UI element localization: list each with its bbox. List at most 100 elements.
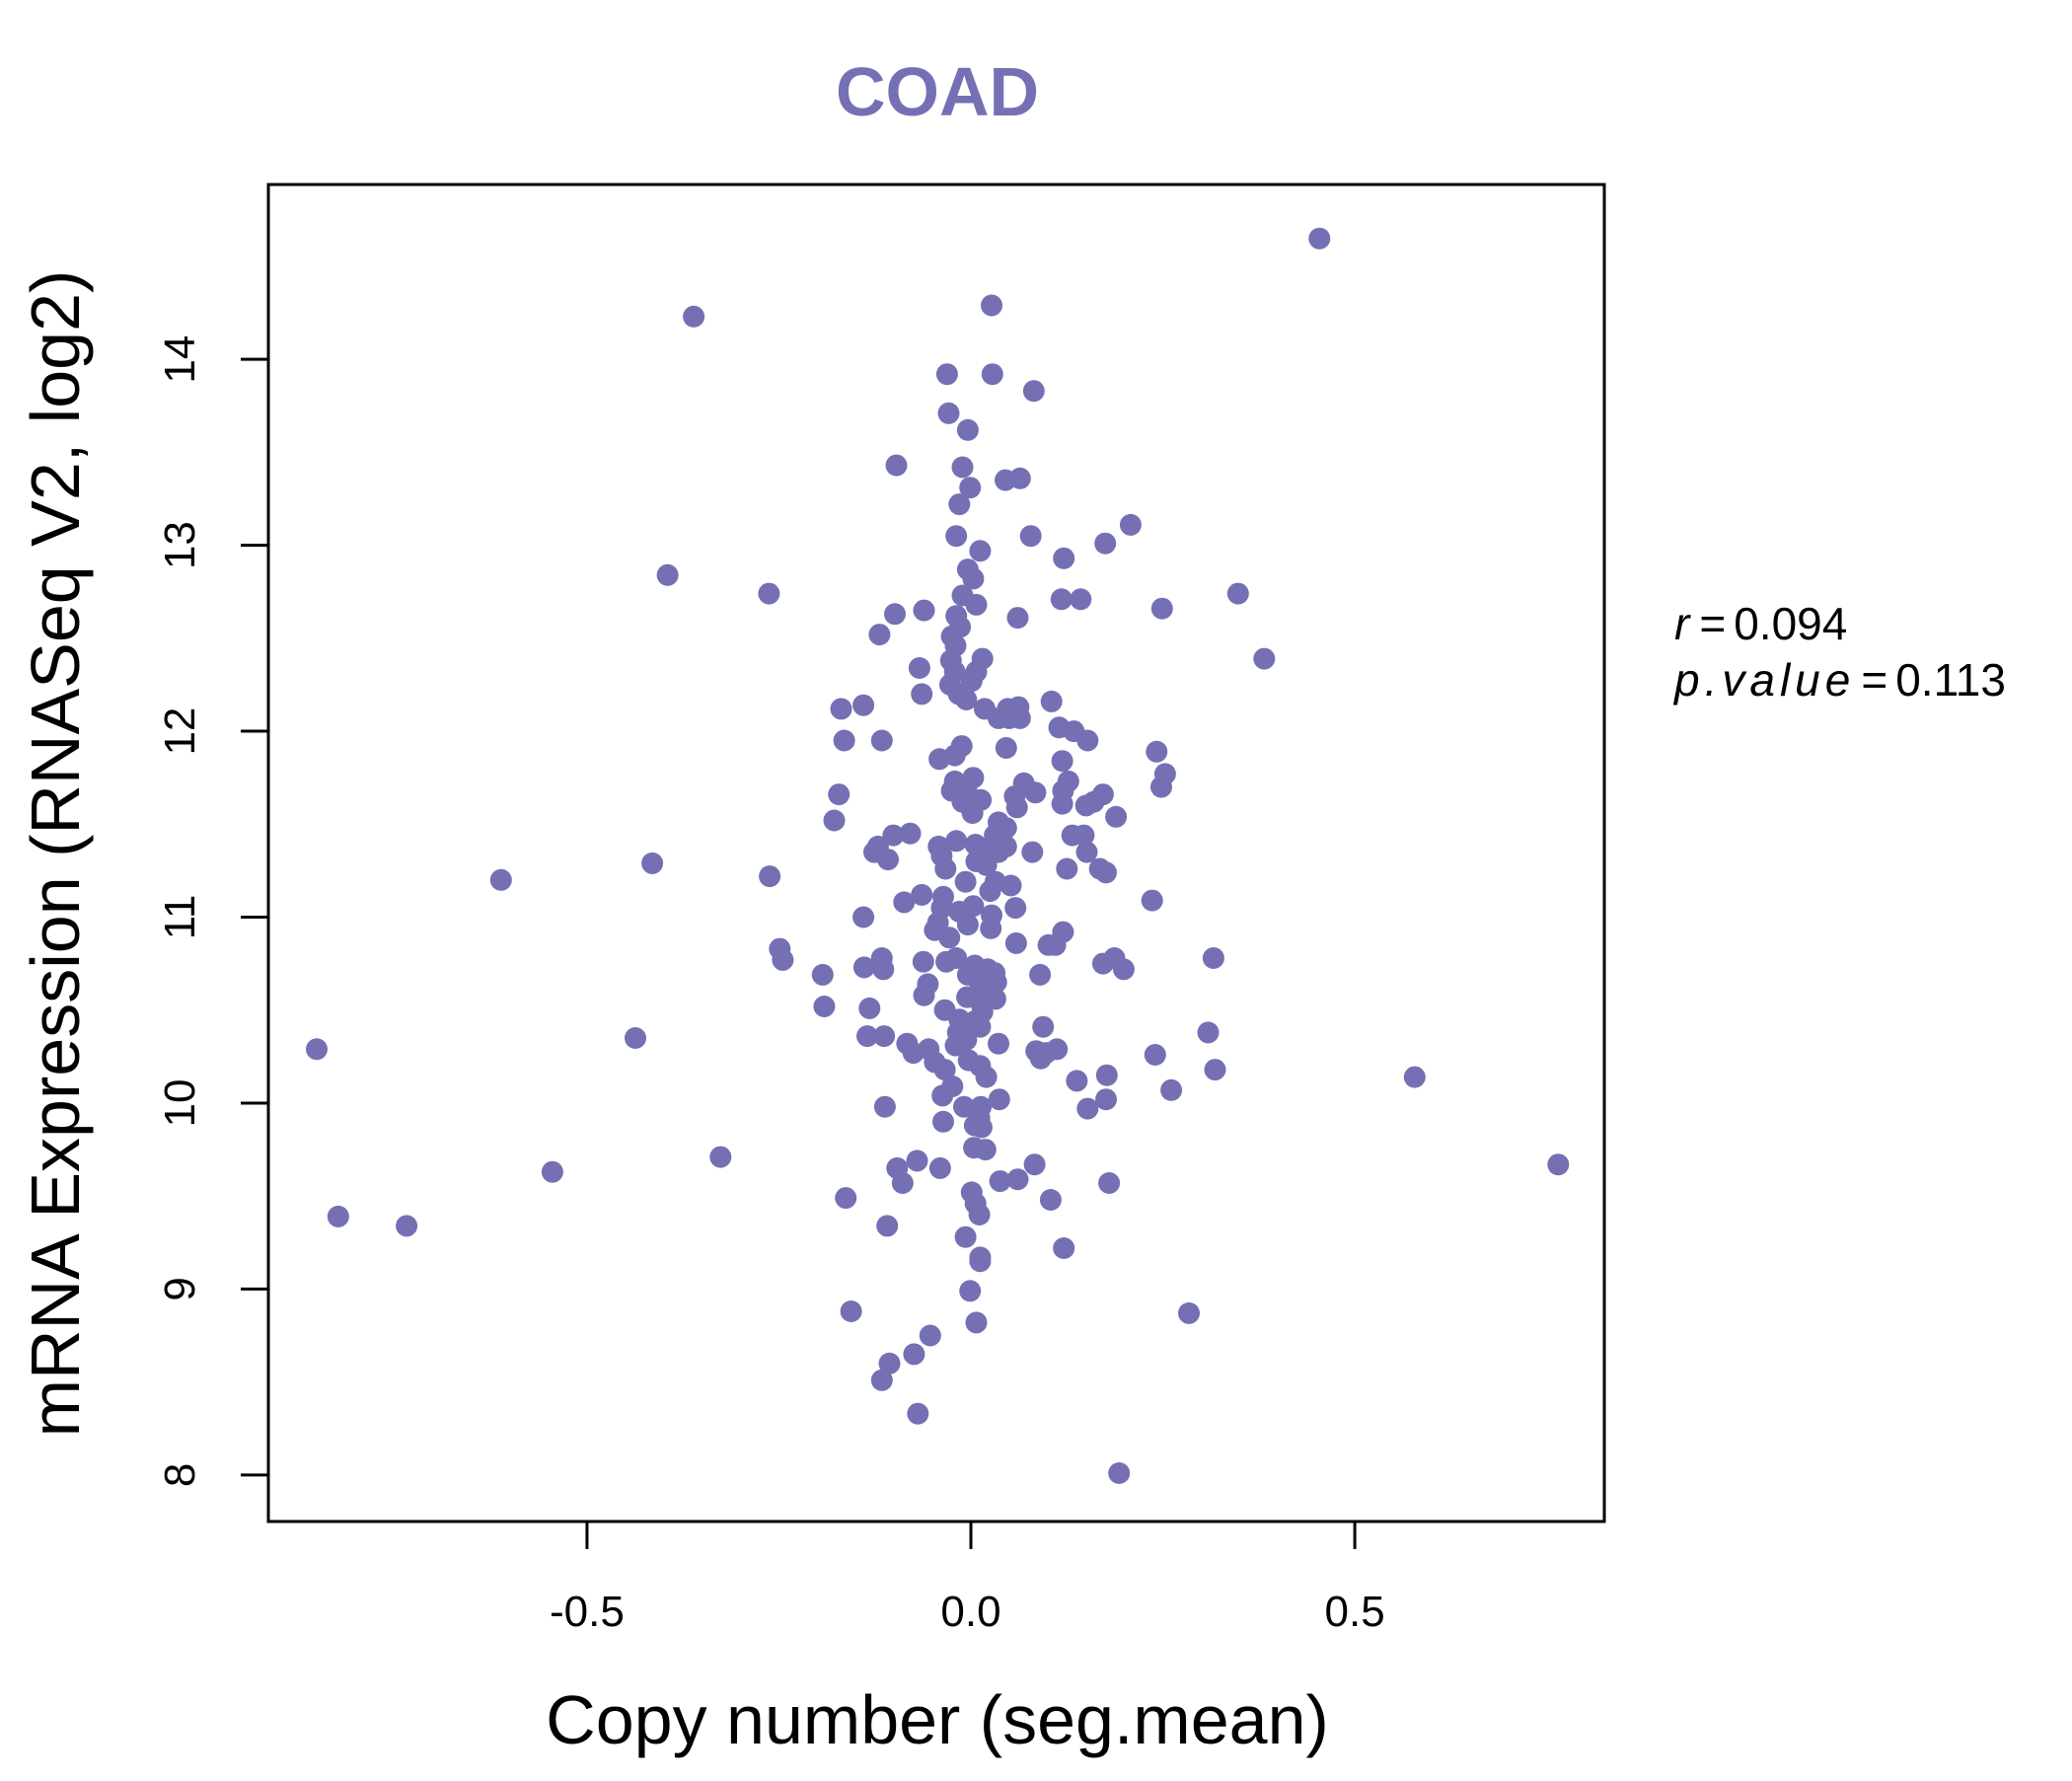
data-point	[981, 294, 1002, 317]
data-point	[1202, 947, 1224, 969]
data-point	[1066, 1070, 1088, 1092]
data-point	[882, 824, 905, 847]
data-point	[999, 874, 1022, 897]
data-point	[1076, 729, 1099, 752]
data-point	[1141, 889, 1163, 912]
data-point	[933, 1059, 956, 1081]
x-tick-label: 0.5	[1325, 1588, 1385, 1636]
x-tick-label: -0.5	[550, 1588, 625, 1636]
data-point	[1098, 1172, 1121, 1194]
p-equals: =	[1861, 654, 1887, 705]
data-point	[830, 698, 852, 720]
data-point	[934, 857, 957, 880]
data-point	[813, 996, 836, 1017]
data-point	[683, 305, 705, 328]
data-point	[1006, 1168, 1029, 1191]
data-point	[959, 477, 982, 499]
data-point	[979, 880, 1001, 903]
data-point	[1008, 706, 1031, 729]
data-point	[913, 984, 935, 1006]
data-point	[1019, 525, 1042, 548]
data-point	[306, 1038, 328, 1061]
data-point	[959, 1280, 982, 1302]
data-point	[956, 418, 979, 441]
data-point	[935, 950, 958, 973]
data-point	[1226, 582, 1249, 605]
data-point	[891, 1172, 914, 1194]
data-point	[919, 1324, 941, 1347]
p-symbol: p.value	[1672, 654, 1855, 705]
data-point	[625, 1027, 646, 1049]
data-point	[1095, 861, 1117, 884]
data-point	[868, 624, 891, 646]
data-point	[1053, 547, 1075, 569]
data-point	[903, 1343, 925, 1366]
data-point	[1119, 513, 1142, 536]
data-point	[969, 1250, 992, 1273]
data-point	[489, 868, 512, 891]
data-point	[1051, 750, 1073, 773]
data-point	[911, 683, 933, 705]
data-point	[856, 1025, 878, 1048]
data-point	[877, 849, 899, 871]
data-point	[1039, 1189, 1062, 1211]
data-point	[1021, 841, 1044, 863]
data-point	[1112, 958, 1135, 981]
data-point	[988, 1032, 1009, 1055]
chart-title: COAD	[836, 53, 1039, 130]
data-point	[1095, 1088, 1117, 1111]
data-point	[327, 1205, 349, 1227]
data-point	[969, 1015, 992, 1038]
data-point	[541, 1160, 563, 1183]
data-point	[956, 914, 979, 936]
data-point	[906, 1150, 928, 1172]
r-value: 0.094	[1734, 598, 1847, 649]
data-point	[840, 1300, 862, 1322]
data-point	[641, 852, 664, 874]
data-point	[951, 456, 974, 479]
data-point	[1029, 963, 1052, 986]
data-point	[975, 853, 998, 876]
data-point	[1004, 931, 1027, 954]
data-point	[989, 1170, 1011, 1193]
data-point	[944, 1034, 967, 1057]
data-points	[306, 227, 1570, 1484]
correlation-stats: r = 0.094 p.value = 0.113	[1672, 598, 2006, 705]
data-point	[947, 683, 970, 705]
data-point	[758, 582, 780, 605]
data-point	[1095, 1064, 1118, 1086]
data-point	[1023, 1153, 1046, 1176]
data-point	[1024, 781, 1047, 804]
data-point	[995, 737, 1017, 759]
data-point	[1108, 1462, 1131, 1484]
data-point	[1178, 1301, 1200, 1324]
data-point	[913, 599, 935, 622]
data-point	[1075, 841, 1098, 863]
data-point	[884, 603, 906, 626]
data-point	[980, 917, 1002, 939]
data-point	[912, 950, 934, 973]
data-point	[1051, 792, 1073, 815]
data-point	[908, 657, 930, 679]
data-point	[893, 891, 916, 914]
data-point	[1008, 467, 1031, 489]
data-point	[1056, 857, 1078, 880]
data-point	[1204, 1059, 1226, 1081]
y-tick-label: 8	[156, 1463, 204, 1487]
data-point	[931, 1084, 954, 1107]
y-tick-label: 14	[156, 335, 204, 384]
x-axis-title: Copy number (seg.mean)	[546, 1681, 1329, 1758]
data-point	[1150, 597, 1173, 620]
data-point	[1074, 794, 1097, 817]
y-tick-label: 11	[156, 895, 204, 940]
data-point	[1004, 897, 1027, 920]
data-point	[759, 865, 781, 888]
data-point	[981, 363, 1003, 386]
data-point	[965, 1311, 988, 1334]
data-point	[852, 694, 875, 716]
data-point	[1197, 1021, 1220, 1044]
data-point	[899, 822, 922, 845]
data-point	[870, 729, 893, 752]
data-point	[1146, 740, 1168, 763]
